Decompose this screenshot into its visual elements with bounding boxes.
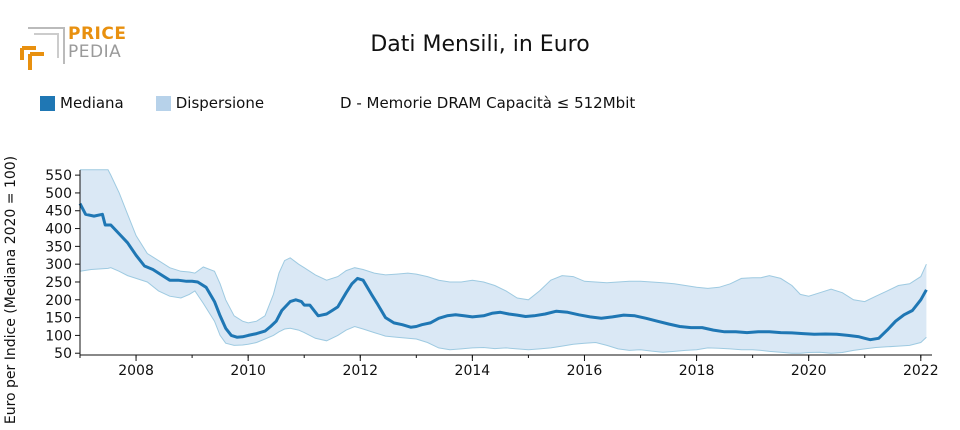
x-tick-label: 2008 (118, 363, 154, 379)
dispersione-lower-edge (79, 267, 927, 354)
mediana-line (78, 202, 928, 342)
y-tick-label: 300 (45, 257, 72, 273)
y-tick-label: 350 (45, 239, 72, 255)
x-tick-label: 2012 (342, 363, 378, 379)
logo-orange-corner-inner (28, 52, 44, 70)
y-tick-label: 450 (45, 204, 72, 220)
y-tick-label: 100 (45, 328, 72, 344)
dispersione-upper-edge (80, 169, 927, 324)
logo-text-pedia: PEDIA (68, 42, 122, 62)
legend-label-dispersione: Dispersione (175, 94, 265, 112)
legend-swatch-dispersione (155, 95, 171, 111)
logo-text-price: PRICE (68, 24, 127, 44)
legend-item-mediana[interactable]: Mediana (40, 94, 124, 112)
legend: Mediana Dispersione (40, 94, 296, 112)
y-tick-label: 200 (45, 293, 72, 309)
x-tick-label: 2018 (679, 363, 715, 379)
logo-gray-corner-inner (34, 33, 59, 58)
logo-gray-corner (28, 27, 65, 64)
logo-mark (20, 27, 65, 70)
chart-subtitle: D - Memorie DRAM Capacità ≤ 512Mbit (340, 94, 636, 112)
dispersione-band-area (80, 169, 927, 354)
y-tick-label: 250 (45, 275, 72, 291)
y-tick-label: 150 (45, 311, 72, 327)
legend-swatch-mediana (40, 95, 55, 111)
x-tick-label: 2022 (903, 363, 939, 379)
y-tick-label: 400 (45, 222, 72, 238)
mediana-line-layer (78, 202, 928, 342)
y-tick-label: 550 (45, 168, 72, 184)
x-tick-label: 2020 (791, 363, 827, 379)
dispersione-band-layer (79, 169, 927, 354)
y-tick-label: 500 (45, 186, 72, 202)
legend-label-mediana: Mediana (60, 94, 124, 112)
pricepedia-logo: PRICE PEDIA (20, 24, 130, 74)
logo-orange-corner-outer (20, 46, 36, 60)
y-tick-label: 50 (54, 346, 72, 362)
x-tick-label: 2010 (230, 363, 266, 379)
chart-title: Dati Mensili, in Euro (370, 32, 590, 57)
x-tick-label: 2014 (455, 363, 491, 379)
x-tick-label: 2016 (567, 363, 603, 379)
legend-item-dispersione[interactable]: Dispersione (155, 94, 265, 112)
